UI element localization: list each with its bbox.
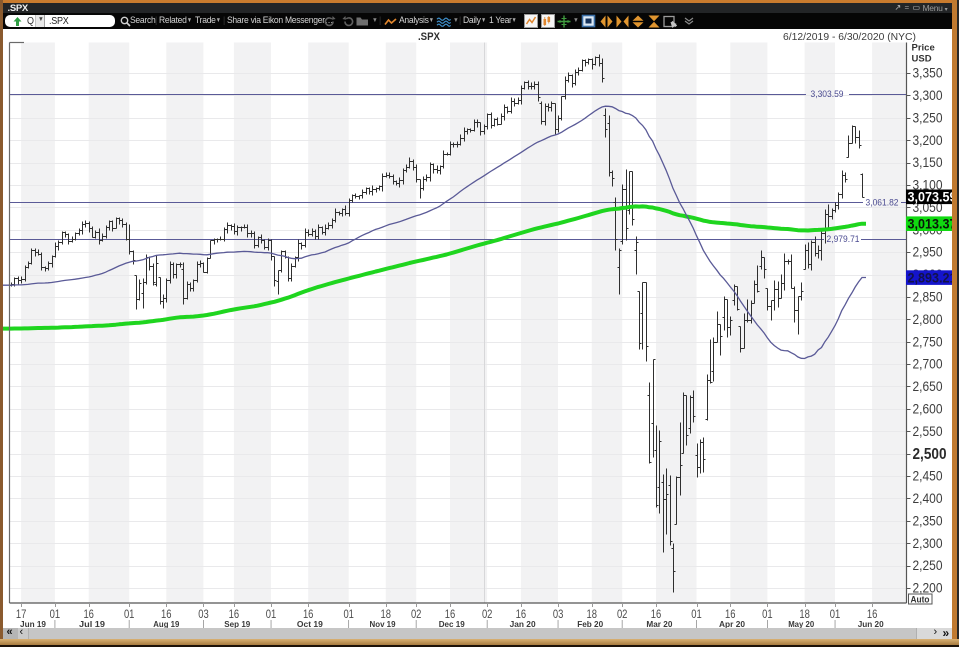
svg-text:18: 18 <box>587 607 598 621</box>
svg-text:3,350: 3,350 <box>913 66 943 81</box>
svg-text:USD: USD <box>912 54 932 65</box>
svg-text:3,073.59: 3,073.59 <box>908 190 953 205</box>
svg-text:16: 16 <box>725 607 736 621</box>
svg-text:2,250: 2,250 <box>913 558 943 573</box>
svg-text:3,300: 3,300 <box>913 88 943 103</box>
svg-text:|: | <box>621 619 623 629</box>
svg-text:2,700: 2,700 <box>913 357 943 372</box>
svg-text:Sep 19: Sep 19 <box>224 619 250 628</box>
svg-text:|: | <box>128 619 130 629</box>
svg-text:16: 16 <box>651 607 662 621</box>
svg-text:|: | <box>54 619 56 629</box>
svg-text:18: 18 <box>381 607 392 621</box>
svg-text:3,250: 3,250 <box>913 110 943 125</box>
svg-text:Feb 20: Feb 20 <box>577 619 603 628</box>
svg-text:2,600: 2,600 <box>913 402 943 417</box>
svg-text:Mar 20: Mar 20 <box>646 619 672 628</box>
svg-text:3,200: 3,200 <box>913 133 943 148</box>
svg-text:|: | <box>695 619 697 629</box>
svg-text:16: 16 <box>303 607 314 621</box>
svg-text:Apr 20: Apr 20 <box>719 619 745 628</box>
svg-text:Dec 19: Dec 19 <box>439 619 465 628</box>
svg-text:Oct 19: Oct 19 <box>297 619 323 628</box>
svg-text:2,850: 2,850 <box>913 290 943 305</box>
svg-text:2,350: 2,350 <box>913 513 943 528</box>
svg-text:02: 02 <box>411 607 422 621</box>
svg-text:03: 03 <box>198 607 209 621</box>
svg-text:2,650: 2,650 <box>913 379 943 394</box>
svg-text:01: 01 <box>266 607 277 621</box>
svg-text:|: | <box>834 619 836 629</box>
svg-text:17: 17 <box>16 607 27 621</box>
svg-text:16: 16 <box>83 607 94 621</box>
svg-text:2,550: 2,550 <box>913 424 943 439</box>
svg-text:Jun 20: Jun 20 <box>858 619 884 628</box>
svg-text:2,950: 2,950 <box>913 245 943 260</box>
svg-text:2,500: 2,500 <box>913 446 947 463</box>
svg-text:.SPX: .SPX <box>418 31 441 43</box>
svg-text:02: 02 <box>617 607 628 621</box>
svg-text:6/12/2019 - 6/30/2020 (NYC): 6/12/2019 - 6/30/2020 (NYC) <box>783 31 916 43</box>
svg-text:2,979.71: 2,979.71 <box>827 234 860 245</box>
svg-text:|: | <box>202 619 204 629</box>
svg-text:01: 01 <box>50 607 61 621</box>
svg-text:01: 01 <box>762 607 773 621</box>
svg-text:|: | <box>348 619 350 629</box>
svg-text:Jun 19: Jun 19 <box>20 619 46 628</box>
svg-text:2,450: 2,450 <box>913 469 943 484</box>
svg-text:2,800: 2,800 <box>913 312 943 327</box>
svg-text:3,100: 3,100 <box>913 178 943 193</box>
svg-text:01: 01 <box>691 607 702 621</box>
svg-text:|: | <box>557 619 559 629</box>
svg-text:3,150: 3,150 <box>913 155 943 170</box>
svg-text:2,750: 2,750 <box>913 334 943 349</box>
svg-text:2,300: 2,300 <box>913 536 943 551</box>
svg-text:02: 02 <box>482 607 493 621</box>
svg-text:18: 18 <box>799 607 810 621</box>
svg-text:3,013.37: 3,013.37 <box>908 217 953 232</box>
svg-text:01: 01 <box>343 607 354 621</box>
svg-text:01: 01 <box>830 607 841 621</box>
svg-text:03: 03 <box>553 607 564 621</box>
svg-text:Nov 19: Nov 19 <box>370 619 396 628</box>
svg-text:May 20: May 20 <box>788 619 814 628</box>
svg-text:2,200: 2,200 <box>913 581 943 596</box>
svg-text:Auto: Auto <box>911 594 930 604</box>
svg-text:Jan 20: Jan 20 <box>510 619 536 628</box>
svg-text:2,400: 2,400 <box>913 491 943 506</box>
svg-text:16: 16 <box>867 607 878 621</box>
svg-text:|: | <box>486 619 488 629</box>
svg-text:Aug 19: Aug 19 <box>153 619 179 628</box>
svg-text:16: 16 <box>445 607 456 621</box>
svg-text:|: | <box>415 619 417 629</box>
svg-text:16: 16 <box>516 607 527 621</box>
svg-text:Jul 19: Jul 19 <box>79 619 105 628</box>
svg-text:01: 01 <box>124 607 135 621</box>
svg-text:16: 16 <box>161 607 172 621</box>
svg-text:|: | <box>766 619 768 629</box>
svg-text:16: 16 <box>229 607 240 621</box>
svg-text:Price: Price <box>912 43 935 54</box>
svg-text:3,303.59: 3,303.59 <box>811 89 844 100</box>
svg-text:3,061.82: 3,061.82 <box>866 197 899 208</box>
svg-text:2,893.21: 2,893.21 <box>908 271 953 286</box>
svg-text:|: | <box>270 619 272 629</box>
